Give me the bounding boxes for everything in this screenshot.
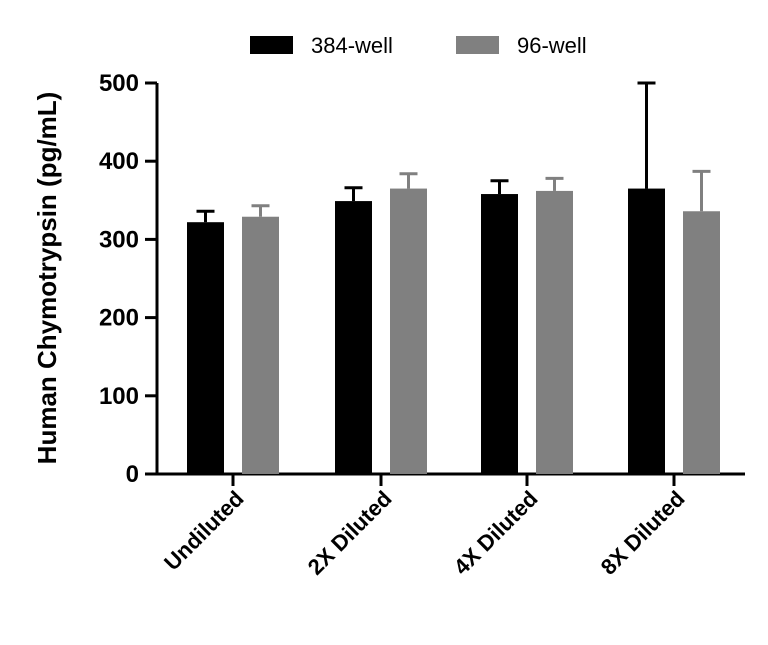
y-axis: 0 100 200 300 400 500 [99, 70, 159, 488]
y-axis-title: Human Chymotrypsin (pg/mL) [32, 92, 62, 465]
x-axis: Undiluted 2X Diluted 4X Diluted 8X Diluted [157, 472, 745, 580]
bar-series2 [683, 211, 720, 475]
bar-series2 [390, 188, 427, 474]
x-category-label: 8X Diluted [596, 486, 690, 580]
x-category-label: Undiluted [159, 486, 248, 575]
y-tick-label: 200 [99, 305, 139, 332]
y-tick-label: 0 [126, 461, 139, 488]
y-tick-label: 100 [99, 383, 139, 410]
legend-label: 384-well [311, 33, 393, 58]
legend-swatch [456, 36, 499, 54]
bar-series1 [481, 194, 518, 474]
y-tick-label: 500 [99, 70, 139, 97]
legend-label: 96-well [517, 33, 587, 58]
bar-series1 [335, 201, 372, 474]
error-bars [196, 81, 711, 223]
bar-series1 [628, 188, 665, 474]
legend: 384-well 96-well [250, 33, 587, 58]
x-category-label: 4X Diluted [449, 486, 543, 580]
bar-series2 [536, 190, 573, 474]
legend-swatch [250, 36, 293, 54]
bar-series2 [242, 216, 279, 475]
y-tick-label: 400 [99, 148, 139, 175]
bar-series1 [187, 222, 224, 474]
x-category-label: 2X Diluted [303, 486, 397, 580]
bars [187, 188, 720, 475]
y-tick-label: 300 [99, 226, 139, 253]
